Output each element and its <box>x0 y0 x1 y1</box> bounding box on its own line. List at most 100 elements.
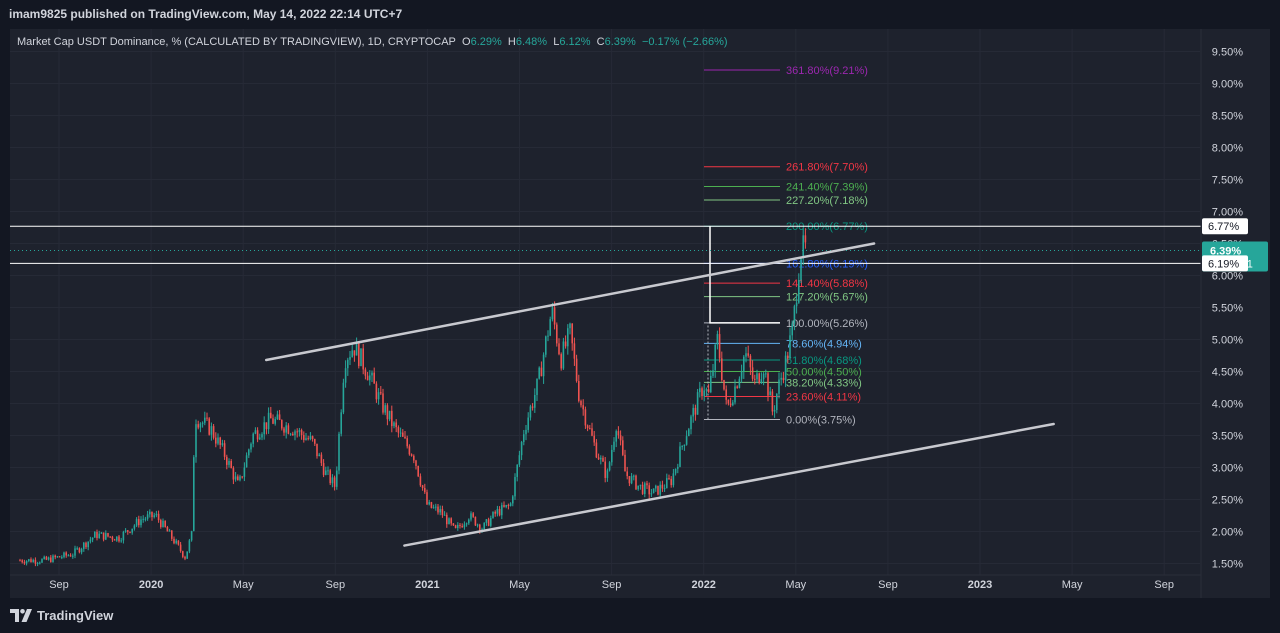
candle-body <box>30 559 32 563</box>
candle-body <box>694 407 697 415</box>
candle-body <box>116 536 118 541</box>
candle-body <box>690 416 692 430</box>
candle-body <box>131 528 133 533</box>
candle-body <box>399 432 402 434</box>
candle-body <box>56 556 59 558</box>
candle-body <box>773 409 776 412</box>
y-tick-label: 4.50% <box>1212 367 1243 379</box>
candle-body <box>802 235 804 259</box>
y-tick-label: 6.00% <box>1212 271 1243 283</box>
candle-body <box>278 414 281 421</box>
candle-body <box>113 539 116 541</box>
candle-body <box>318 454 320 457</box>
x-tick-label: 2023 <box>968 579 992 591</box>
candle-body <box>580 400 582 406</box>
candle-body <box>512 496 514 504</box>
price-label-text: 6.77% <box>1208 221 1239 233</box>
y-tick-label: 2.00% <box>1212 527 1243 539</box>
candle-body <box>47 557 50 560</box>
candle-body <box>78 548 81 553</box>
fib-level-label: 0.00%(3.75%) <box>786 415 856 427</box>
candle-body <box>219 437 221 445</box>
candle-body <box>206 417 208 419</box>
candle-body <box>461 526 463 528</box>
candle-body <box>336 470 338 487</box>
candle-body <box>633 475 635 477</box>
candle-body <box>725 389 727 400</box>
candle-body <box>175 540 177 544</box>
candle-body <box>441 509 444 516</box>
price-label-box <box>1202 218 1248 235</box>
candle-body <box>199 423 202 428</box>
chart-panel[interactable] <box>10 29 1270 598</box>
candle-body <box>437 506 439 513</box>
candle-body <box>129 531 131 533</box>
candle-body <box>784 355 787 381</box>
candle-body <box>523 434 525 442</box>
candle-body <box>322 463 325 475</box>
candle-body <box>549 319 551 336</box>
candle-body <box>567 328 569 347</box>
candle-body <box>769 391 771 396</box>
candle-body <box>668 478 670 480</box>
candle-body <box>624 454 626 472</box>
fib-level-label: 50.00%(4.50%) <box>786 367 862 379</box>
candle-body <box>36 563 39 565</box>
candle-body <box>153 515 155 517</box>
candle-body <box>259 437 261 440</box>
candle-body <box>91 537 94 540</box>
candle-body <box>212 426 215 438</box>
fib-level-label: 200.00%(6.77%) <box>786 221 868 233</box>
candle-body <box>575 358 578 381</box>
legend-open-label: O <box>462 36 471 48</box>
candle-body <box>210 426 213 435</box>
candle-body <box>439 509 441 513</box>
footer-brand[interactable]: TradingView <box>10 606 113 624</box>
candle-body <box>716 334 719 345</box>
candle-body <box>677 466 679 469</box>
candle-body <box>729 403 732 406</box>
candle-body <box>787 355 789 359</box>
candle-body <box>388 410 391 420</box>
candle-body <box>364 369 367 376</box>
candle-body <box>146 514 149 519</box>
candle-body <box>283 428 285 433</box>
candle-body <box>791 323 793 336</box>
candle-body <box>701 388 703 397</box>
candle-body <box>23 562 26 564</box>
candle-body <box>61 557 63 559</box>
candle-body <box>472 513 474 517</box>
candle-body <box>734 386 736 403</box>
candle-body <box>21 560 23 563</box>
y-tick-label: 3.00% <box>1212 463 1243 475</box>
candle-body <box>721 358 723 380</box>
fib-level-label: 361.80%(9.21%) <box>786 65 868 77</box>
candle-body <box>589 428 591 430</box>
candle-body <box>96 531 98 539</box>
candle-body <box>714 344 716 371</box>
candle-body <box>76 548 78 550</box>
candle-body <box>127 530 129 532</box>
candle-body <box>366 375 369 381</box>
candle-body <box>133 525 136 529</box>
candle-body <box>679 446 681 467</box>
candle-body <box>292 433 294 436</box>
candle-body <box>102 532 105 540</box>
candle-body <box>507 504 510 506</box>
candle-body <box>536 378 538 396</box>
candle-body <box>179 544 182 552</box>
price-label-box <box>1202 255 1248 272</box>
candle-body <box>644 483 646 494</box>
candle-body <box>459 524 461 527</box>
candle-body <box>470 513 472 520</box>
fib-level-label: 227.20%(7.18%) <box>786 195 868 207</box>
candle-body <box>168 530 171 532</box>
candle-body <box>197 424 199 428</box>
candle-body <box>483 522 485 530</box>
candle-body <box>193 457 195 532</box>
candle-body <box>329 470 331 484</box>
candle-body <box>19 560 21 562</box>
candle-body <box>751 367 754 379</box>
candle-body <box>516 464 518 477</box>
